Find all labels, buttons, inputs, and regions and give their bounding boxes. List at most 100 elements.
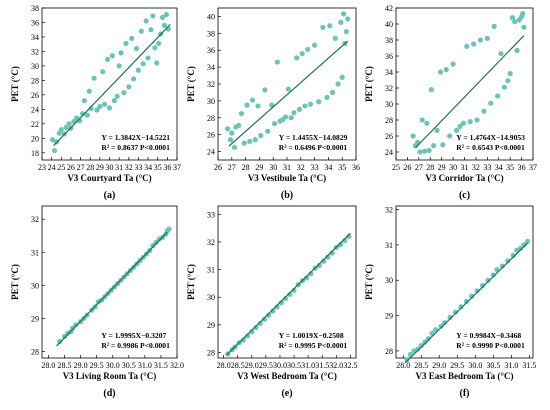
x-tick-label: 34	[144, 163, 152, 172]
data-point	[94, 107, 100, 113]
data-point	[484, 35, 490, 42]
data-point	[227, 137, 234, 143]
y-tick-label: 29	[207, 321, 215, 330]
y-tick-label: 30	[385, 276, 393, 285]
x-tick-label: 30	[449, 163, 457, 172]
panel-label: (a)	[104, 190, 116, 201]
x-tick-label: 29.0	[432, 361, 446, 370]
y-tick-label: 29	[31, 314, 39, 323]
data-point	[291, 287, 297, 293]
x-tick-label: 24	[48, 163, 56, 172]
panel-label: (b)	[281, 190, 293, 201]
x-tick-label: 29.0	[74, 361, 88, 370]
data-point	[138, 28, 144, 34]
data-point	[106, 105, 113, 111]
data-point	[150, 13, 156, 19]
regression-line	[228, 40, 349, 147]
data-point	[270, 308, 276, 314]
data-point	[262, 87, 268, 93]
data-point	[505, 258, 511, 264]
data-point	[431, 143, 437, 149]
data-point	[91, 75, 97, 81]
data-point	[419, 117, 425, 123]
data-point	[457, 123, 463, 129]
data-point	[424, 120, 430, 126]
data-point	[332, 35, 338, 42]
data-point	[285, 86, 291, 92]
x-tick-label: 32.0	[170, 361, 184, 370]
data-point	[145, 55, 151, 61]
data-point	[255, 103, 261, 109]
data-point	[521, 242, 527, 248]
regression-stats: R² = 0.9990 P<0.0001	[456, 341, 525, 350]
y-tick-label: 28	[31, 76, 39, 85]
data-point	[163, 11, 169, 18]
regression-stats: R² = 0.6543 P<0.0001	[456, 143, 525, 152]
data-point	[109, 53, 115, 59]
data-point	[442, 320, 448, 326]
data-point	[415, 346, 421, 352]
data-point	[154, 60, 160, 66]
plot-frame	[395, 205, 534, 359]
x-tick-label: 28.5	[231, 361, 245, 370]
y-tick-label: 24	[31, 105, 39, 114]
x-tick-label: 31	[283, 163, 291, 172]
data-point	[422, 339, 428, 345]
data-point	[447, 314, 453, 320]
y-tick-label: 31	[207, 266, 215, 275]
x-tick-label: 30.5	[486, 361, 500, 370]
data-point	[114, 93, 120, 99]
y-tick-label: 28	[31, 347, 39, 356]
y-tick-label: 32	[207, 238, 215, 247]
data-point	[244, 102, 250, 108]
data-point	[417, 149, 423, 155]
data-point	[123, 40, 129, 47]
chart-panel-5: 28.0 28.5 29.0 29.5 30.0 30.5 31.0 31.5 32.0 32.5…	[186, 205, 357, 399]
x-tick-label: 32	[297, 163, 305, 172]
regression-equation: Y = 1.4455X−14.0829	[279, 133, 348, 142]
data-point	[238, 110, 245, 117]
x-tick-label: 31	[461, 163, 469, 172]
regression-equation: Y = 1.3842X−14.5221	[101, 133, 170, 142]
x-tick-label: 35	[506, 163, 514, 172]
data-point	[287, 291, 293, 298]
data-point	[339, 74, 345, 80]
data-point	[337, 242, 344, 248]
data-point	[294, 55, 300, 61]
data-point	[498, 51, 504, 57]
x-tick-label: 33	[134, 163, 142, 172]
data-point	[166, 226, 172, 232]
data-point	[345, 16, 351, 22]
data-point	[241, 140, 247, 146]
x-tick-label: 29.5	[90, 361, 104, 370]
y-tick-label: 38	[31, 4, 39, 13]
y-tick-label: 38	[207, 29, 215, 38]
x-tick-label: 30	[106, 163, 114, 172]
data-point	[512, 19, 518, 25]
data-point	[471, 41, 477, 47]
x-tick-label: 30.0	[273, 361, 287, 370]
data-point	[236, 122, 242, 128]
data-point	[443, 67, 449, 73]
data-point	[252, 137, 258, 143]
data-point	[257, 320, 263, 327]
x-tick-label: 29.5	[450, 361, 464, 370]
data-point	[410, 133, 416, 139]
data-point	[479, 282, 486, 289]
y-axis-label: PET (°C)	[186, 264, 196, 300]
x-tick-label: 29.5	[259, 361, 273, 370]
y-tick-label: 30	[385, 100, 393, 109]
regression-line	[404, 242, 529, 364]
plot-frame	[217, 205, 357, 359]
data-point	[520, 11, 526, 17]
x-tick-label: 30	[269, 163, 277, 172]
data-point	[510, 252, 516, 259]
y-tick-label: 32	[31, 215, 39, 224]
x-tick-label: 25	[57, 163, 65, 172]
x-tick-label: 27	[415, 163, 423, 172]
chart-panel-6: 28.0 28.5 29.0 29.5 30.0 30.5 31.0 31.5 28 29 30 31…	[364, 206, 536, 399]
data-point	[324, 94, 330, 101]
y-tick-label: 30	[207, 97, 215, 106]
data-point	[426, 147, 432, 153]
